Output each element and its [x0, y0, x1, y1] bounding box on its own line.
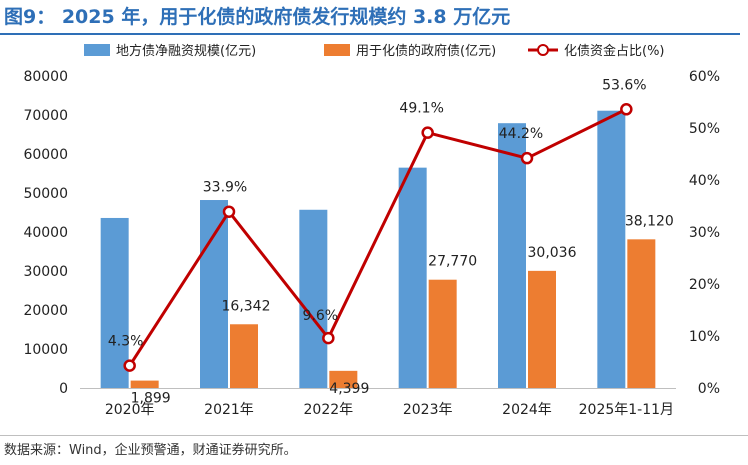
- right-axis-tick-label: 20%: [689, 277, 720, 293]
- legend-label-2: 化债资金占比(%): [564, 43, 665, 59]
- bar-data-label: 27,770: [428, 254, 477, 270]
- legend-swatch-1: [324, 44, 350, 56]
- bar-data-label: 30,036: [528, 245, 577, 261]
- line-data-label: 33.9%: [203, 180, 247, 196]
- line-point: [421, 126, 434, 139]
- left-axis-tick-label: 60000: [23, 147, 68, 163]
- line-data-label: 49.1%: [399, 101, 443, 117]
- left-axis-tick-label: 70000: [23, 108, 68, 124]
- left-axis-tick-label: 0: [59, 381, 68, 397]
- line-data-label: 9.6%: [303, 308, 339, 324]
- right-axis-tick-label: 50%: [689, 121, 720, 137]
- right-axis-tick-label: 0%: [698, 381, 720, 397]
- x-axis-tick-label: 2023年: [403, 402, 453, 418]
- right-axis-tick-label: 60%: [689, 69, 720, 85]
- line-point: [222, 205, 236, 218]
- bar-debt-resolution: [130, 380, 159, 388]
- x-axis-tick-label: 2021年: [204, 402, 254, 418]
- figure-title: 图9： 2025 年，用于化债的政府债发行规模约 3.8 万亿元: [4, 6, 511, 28]
- left-axis-tick-label: 50000: [23, 186, 68, 202]
- bar-data-label: 38,120: [625, 213, 674, 229]
- line-point: [123, 359, 136, 372]
- left-axis-tick-label: 20000: [23, 303, 68, 319]
- x-axis-tick-label: 2022年: [304, 402, 354, 418]
- left-axis-tick-label: 30000: [23, 264, 68, 280]
- bar-debt-resolution: [230, 324, 258, 388]
- x-axis-tick-label: 2025年1-11月: [579, 402, 674, 418]
- x-axis-tick-label: 2024年: [502, 402, 552, 418]
- bar-net-financing: [200, 200, 228, 388]
- bar-net-financing: [398, 167, 427, 388]
- line-data-label: 44.2%: [499, 126, 543, 142]
- chart: 地方债净融资规模(亿元) 用于化债的政府债(亿元) 化债资金占比(%) 0 10000 2…: [23, 43, 720, 418]
- title-rule: [0, 33, 740, 35]
- legend-swatch-0: [84, 44, 110, 56]
- x-axis-tick-label: 2020年: [105, 402, 155, 418]
- left-axis-tick-label: 80000: [23, 69, 68, 85]
- bar-data-label: 1,899: [131, 391, 171, 407]
- title-row: 图9： 2025 年，用于化债的政府债发行规模约 3.8 万亿元: [4, 2, 744, 32]
- bar-net-financing: [100, 217, 129, 388]
- left-axis-tick-label: 10000: [23, 342, 68, 358]
- bar-net-financing: [299, 209, 328, 388]
- bar-debt-resolution: [627, 239, 656, 388]
- legend-label-1: 用于化债的政府债(亿元): [356, 43, 496, 59]
- bar-net-financing: [498, 123, 526, 388]
- bar-debt-resolution: [528, 270, 556, 388]
- bar-debt-resolution: [428, 279, 457, 388]
- line-data-label: 53.6%: [602, 77, 646, 93]
- line-data-label: 4.3%: [108, 334, 144, 350]
- left-axis-tick-label: 40000: [23, 225, 68, 241]
- source-note: 数据来源：Wind，企业预警通，财通证券研究所。: [4, 443, 297, 458]
- right-axis-tick-label: 10%: [689, 329, 720, 345]
- line-point: [620, 103, 633, 116]
- right-axis-tick-label: 40%: [689, 173, 720, 189]
- right-axis-tick-label: 30%: [689, 225, 720, 241]
- legend-marker-swatch: [537, 44, 549, 56]
- bar-data-label: 4,399: [329, 381, 369, 397]
- legend-label-0: 地方债净融资规模(亿元): [116, 43, 256, 59]
- bar-debt-resolution: [329, 370, 358, 388]
- bar-data-label: 16,342: [222, 298, 271, 314]
- line-point: [322, 331, 335, 345]
- source-rule: [0, 435, 748, 436]
- bar-net-financing: [597, 110, 626, 389]
- line-share-series: [128, 107, 627, 367]
- line-point: [520, 151, 534, 165]
